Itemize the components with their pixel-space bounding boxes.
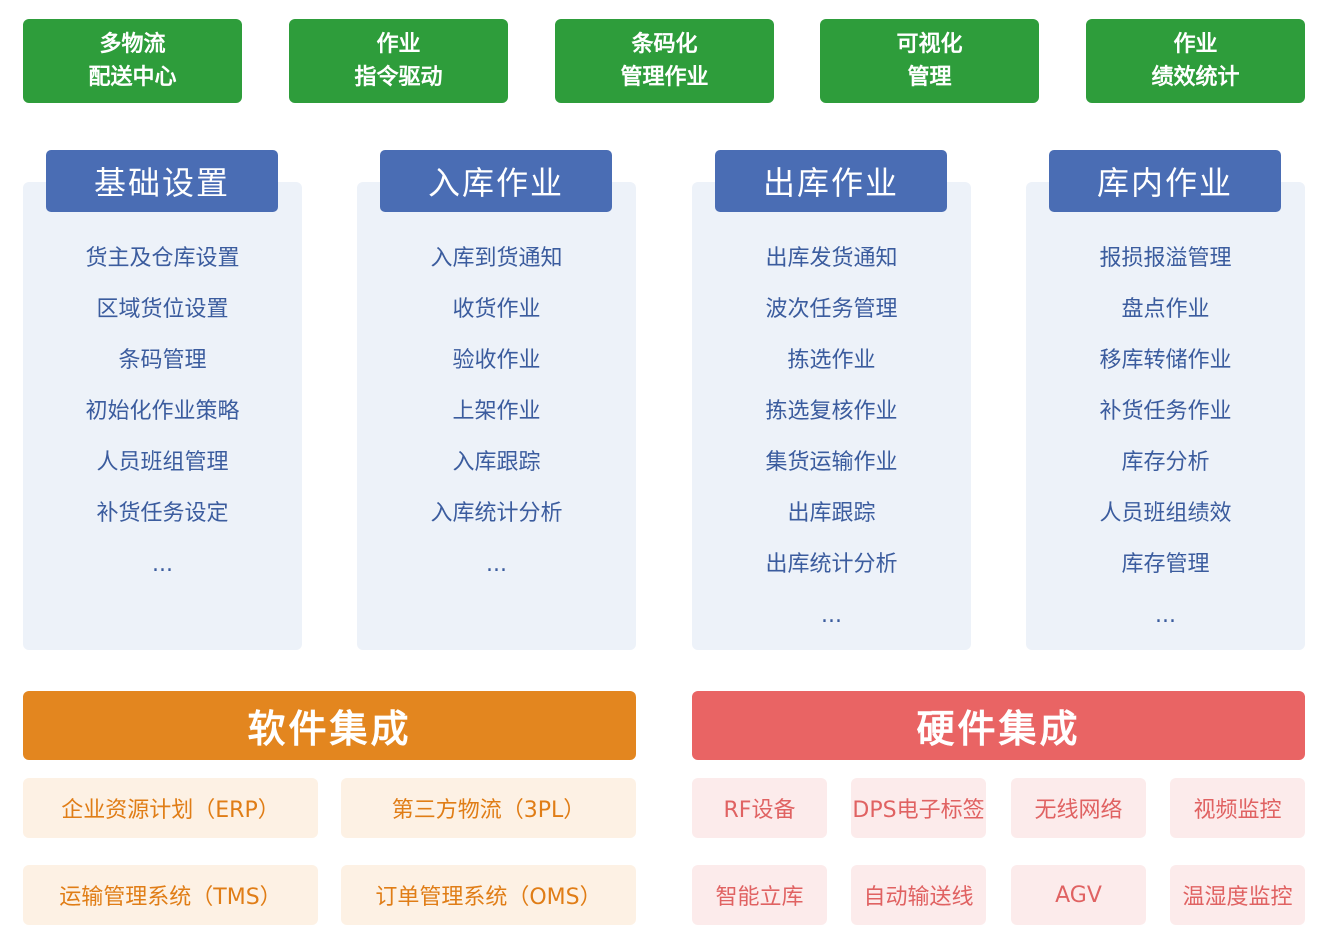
feature-line2: 配送中心 bbox=[88, 65, 177, 90]
feature-box: 作业 指令驱动 bbox=[289, 19, 508, 103]
feature-line1: 作业 bbox=[1173, 32, 1218, 57]
module-item: 出库统计分析 bbox=[765, 552, 898, 577]
module-item: 波次任务管理 bbox=[765, 297, 898, 322]
module-item: 货主及仓库设置 bbox=[85, 246, 240, 271]
module-item: 人员班组管理 bbox=[96, 450, 229, 475]
module-item: 补货任务设定 bbox=[96, 501, 229, 526]
hardware-item: 无线网络 bbox=[1011, 778, 1146, 838]
module-items: 出库发货通知 波次任务管理 拣选作业拣选复核作业 集货运输作业 出库跟踪出库统计分析..… bbox=[692, 240, 971, 648]
module-item: 报损报溢管理 bbox=[1099, 246, 1232, 271]
module-panel bbox=[23, 182, 302, 650]
feature-box: 作业 绩效统计 bbox=[1086, 19, 1305, 103]
module-item: 上架作业 bbox=[452, 399, 541, 424]
feature-line1: 作业 bbox=[376, 32, 421, 57]
feature-line1: 可视化 bbox=[896, 32, 963, 57]
software-item: 运输管理系统（TMS） bbox=[23, 865, 318, 925]
module-item: 出库发货通知 bbox=[765, 246, 898, 271]
hardware-item: 温湿度监控 bbox=[1170, 865, 1305, 925]
feature-line2: 指令驱动 bbox=[354, 65, 443, 90]
module-item: 初始化作业策略 bbox=[85, 399, 240, 424]
module-item: 区域货位设置 bbox=[96, 297, 229, 322]
module-item: ... bbox=[821, 603, 842, 628]
feature-line1: 多物流 bbox=[99, 32, 166, 57]
hardware-item: 视频监控 bbox=[1170, 778, 1305, 838]
module-item: 人员班组绩效 bbox=[1099, 501, 1232, 526]
module-item: 验收作业 bbox=[452, 348, 541, 373]
module-panel bbox=[692, 182, 971, 650]
module-panel bbox=[1026, 182, 1305, 650]
feature-box: 可视化 管理 bbox=[820, 19, 1039, 103]
module-title: 库内作业 bbox=[1049, 150, 1281, 212]
module-item: 库存分析 bbox=[1121, 450, 1210, 475]
module-items: 报损报溢管理 盘点作业移库转储作业 补货任务作业 库存分析人员班组绩效 库存管理... bbox=[1026, 240, 1305, 648]
module-item: ... bbox=[152, 552, 173, 577]
module-item: ... bbox=[1155, 603, 1176, 628]
module-item: 条码管理 bbox=[118, 348, 207, 373]
module-items: 入库到货通知 收货作业验收作业上架作业入库跟踪入库统计分析... bbox=[357, 240, 636, 597]
module-item: 入库跟踪 bbox=[452, 450, 541, 475]
hardware-item: AGV bbox=[1011, 865, 1146, 925]
module-panel bbox=[357, 182, 636, 650]
hardware-item: DPS电子标签 bbox=[851, 778, 986, 838]
module-title: 出库作业 bbox=[715, 150, 947, 212]
feature-line2: 绩效统计 bbox=[1151, 65, 1240, 90]
software-item: 企业资源计划（ERP） bbox=[23, 778, 318, 838]
module-item: 集货运输作业 bbox=[765, 450, 898, 475]
module-item: 收货作业 bbox=[452, 297, 541, 322]
module-item: 出库跟踪 bbox=[787, 501, 876, 526]
module-item: 入库统计分析 bbox=[430, 501, 563, 526]
feature-box: 多物流 配送中心 bbox=[23, 19, 242, 103]
feature-line1: 条码化 bbox=[631, 32, 698, 57]
hardware-item: 智能立库 bbox=[692, 865, 827, 925]
module-title: 入库作业 bbox=[380, 150, 612, 212]
software-item: 订单管理系统（OMS） bbox=[341, 865, 636, 925]
software-item: 第三方物流（3PL） bbox=[341, 778, 636, 838]
module-item: 移库转储作业 bbox=[1099, 348, 1232, 373]
module-item: 拣选作业 bbox=[787, 348, 876, 373]
software-integration-title: 软件集成 bbox=[23, 691, 636, 760]
module-title: 基础设置 bbox=[46, 150, 278, 212]
module-item: 盘点作业 bbox=[1121, 297, 1210, 322]
module-item: ... bbox=[486, 552, 507, 577]
hardware-item: RF设备 bbox=[692, 778, 827, 838]
module-item: 拣选复核作业 bbox=[765, 399, 898, 424]
feature-box: 条码化 管理作业 bbox=[555, 19, 774, 103]
feature-line2: 管理 bbox=[907, 65, 952, 90]
module-item: 库存管理 bbox=[1121, 552, 1210, 577]
module-items: 货主及仓库设置 区域货位设置 条码管理初始化作业策略 人员班组管理 补货任务设定... bbox=[23, 240, 302, 597]
hardware-integration-title: 硬件集成 bbox=[692, 691, 1305, 760]
module-item: 入库到货通知 bbox=[430, 246, 563, 271]
module-item: 补货任务作业 bbox=[1099, 399, 1232, 424]
hardware-item: 自动输送线 bbox=[851, 865, 986, 925]
feature-line2: 管理作业 bbox=[620, 65, 709, 90]
